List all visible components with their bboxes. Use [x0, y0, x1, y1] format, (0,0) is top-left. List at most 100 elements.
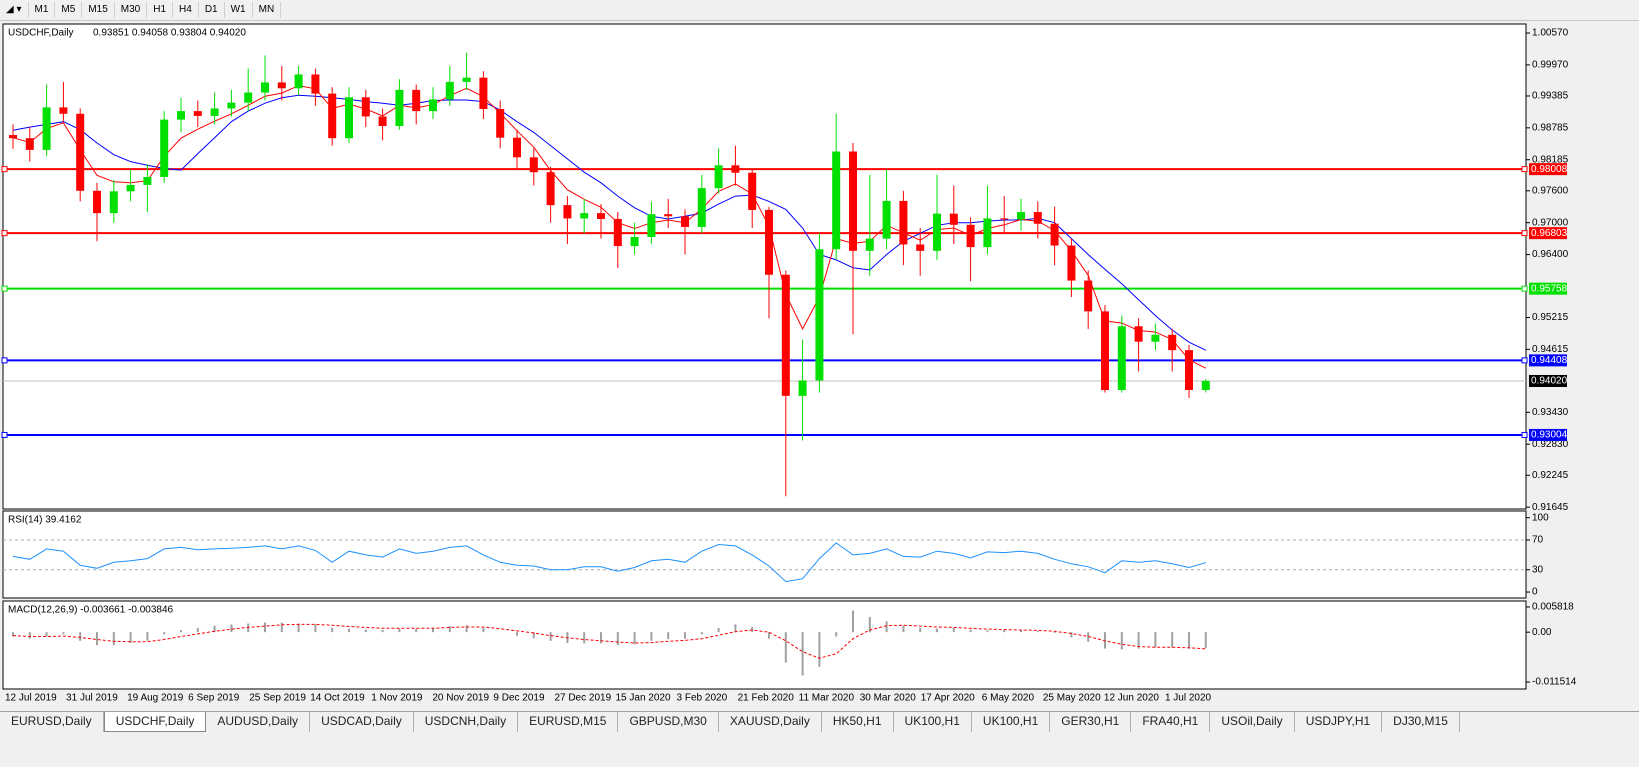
candle-body: [933, 213, 941, 251]
macd-histogram-bar: [919, 627, 922, 633]
chart-tab[interactable]: USDCNH,Daily: [414, 712, 519, 732]
level-handle: [1521, 230, 1528, 237]
macd-histogram-bar: [230, 624, 233, 633]
moving-average: [12, 85, 1207, 369]
panel-title: RSI(14) 39.4162: [8, 515, 82, 526]
candle-body: [714, 165, 723, 189]
chart-tab[interactable]: USDCHF,Daily: [103, 712, 207, 732]
chart-tab[interactable]: USDJPY,H1: [1295, 712, 1383, 732]
chart-tab[interactable]: EURUSD,M15: [518, 712, 619, 732]
y-tick-label: 0.99385: [1532, 91, 1569, 102]
x-tick-label: 1 Jul 2020: [1165, 693, 1212, 704]
timeframe-button[interactable]: W1: [225, 2, 253, 18]
chart-tab[interactable]: GER30,H1: [1050, 712, 1132, 732]
candle-body: [479, 77, 488, 109]
timeframe-button[interactable]: H1: [147, 2, 174, 18]
y-tick-label: 1.00570: [1532, 28, 1569, 39]
macd-histogram-bar: [885, 621, 888, 633]
chart-tab[interactable]: HK50,H1: [822, 712, 894, 732]
timeframe-button[interactable]: M15: [82, 2, 115, 18]
chart-tab[interactable]: USDCAD,Daily: [310, 712, 414, 732]
x-tick-label: 21 Feb 2020: [738, 693, 795, 704]
timeframe-button[interactable]: M5: [55, 2, 83, 18]
macd-histogram-bar: [12, 632, 14, 637]
y-tick-label: 0.92245: [1532, 470, 1569, 481]
candle-body: [59, 107, 68, 114]
macd-histogram-bar: [600, 632, 602, 644]
y-tick-label: 70: [1532, 535, 1544, 546]
macd-histogram-bar: [700, 632, 703, 635]
chart-tab[interactable]: XAUUSD,Daily: [719, 712, 822, 732]
x-tick-label: 1 Nov 2019: [371, 693, 423, 704]
candle-body: [93, 190, 101, 214]
candle-body: [546, 172, 555, 206]
level-price-label: 0.93004: [1531, 430, 1568, 441]
candle-body: [697, 188, 706, 227]
candle-body: [983, 218, 992, 248]
candle-body: [765, 209, 773, 275]
candle-body: [1151, 334, 1160, 342]
macd-histogram-bar: [818, 632, 821, 667]
last-price-box: [1529, 374, 1567, 387]
timeframe-button[interactable]: M30: [115, 2, 148, 18]
macd-histogram-bar: [482, 627, 485, 633]
macd-histogram-bar: [415, 628, 418, 633]
macd-histogram-bar: [381, 630, 384, 633]
candle-body: [1084, 280, 1093, 312]
chart-tab[interactable]: USOil,Daily: [1210, 712, 1295, 732]
macd-histogram-bar: [835, 632, 838, 637]
chart-tab[interactable]: AUDUSD,Daily: [206, 712, 311, 732]
candle-body: [882, 200, 891, 239]
chart-tab[interactable]: UK100,H1: [972, 712, 1051, 732]
menu-arrow[interactable]: ◢ ▾: [0, 2, 29, 18]
macd-histogram-bar: [45, 632, 48, 637]
candle-body: [798, 380, 807, 396]
candle-body: [395, 89, 404, 126]
timeframe-button[interactable]: M1: [29, 2, 56, 18]
candle-body: [949, 213, 958, 225]
level-handle: [1521, 166, 1528, 173]
macd-histogram-bar: [465, 625, 468, 633]
macd-histogram-bar: [936, 628, 938, 633]
candle-body: [815, 249, 824, 381]
panel: [2, 510, 1527, 599]
chart-tab[interactable]: UK100,H1: [894, 712, 972, 732]
candle-body: [445, 81, 454, 100]
timeframe-button[interactable]: MN: [253, 2, 282, 18]
candle-body: [244, 92, 253, 103]
timeframe-button[interactable]: H4: [173, 2, 199, 18]
level-price-box: [1529, 282, 1567, 295]
chart-tab[interactable]: FRA40,H1: [1131, 712, 1211, 732]
macd-histogram-bar: [902, 625, 905, 633]
candle-body: [1185, 350, 1193, 391]
timeframe-button[interactable]: D1: [199, 2, 225, 18]
x-tick-label: 25 May 2020: [1043, 693, 1101, 704]
macd-histogram-bar: [717, 627, 720, 633]
candle-body: [361, 97, 370, 117]
chart-tab[interactable]: EURUSD,Daily: [0, 712, 104, 732]
macd-histogram-bar: [180, 630, 182, 633]
macd-histogram-bar: [213, 625, 216, 633]
candle-body: [177, 111, 185, 120]
tab-bar: EURUSD,Daily USDCHF,Daily AUDUSD,Daily USDC…: [0, 711, 1639, 732]
level-price-box: [1529, 428, 1567, 441]
chart-tab[interactable]: GBPUSD,M30: [618, 712, 719, 732]
chart-tab[interactable]: DJ30,M15: [1382, 712, 1460, 732]
candle-body: [1168, 334, 1177, 351]
candle-body: [210, 108, 219, 116]
macd-histogram-bar: [196, 627, 199, 633]
x-tick-label: 3 Feb 2020: [677, 693, 728, 704]
macd-histogram-bar: [163, 632, 166, 635]
candle-body: [345, 97, 353, 139]
x-tick-label: 6 May 2020: [982, 693, 1035, 704]
y-tick-label: 0.96400: [1532, 249, 1569, 260]
last-price-label: 0.94020: [1531, 376, 1568, 387]
moving-average: [12, 94, 1207, 351]
candle-body: [126, 184, 135, 192]
y-tick-label: 0.97000: [1532, 217, 1569, 228]
level-price-label: 0.94408: [1531, 355, 1568, 366]
macd-histogram-bar: [516, 632, 518, 636]
level-price-label: 0.98008: [1531, 164, 1568, 175]
rsi-line: [12, 542, 1206, 583]
